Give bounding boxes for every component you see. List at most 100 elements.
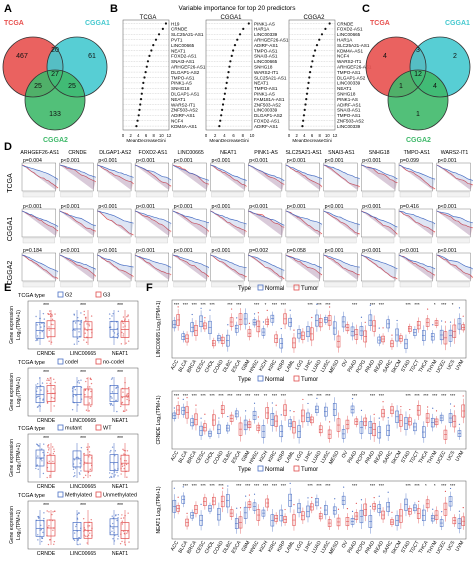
expression-jitter-point	[72, 538, 75, 540]
survival-curve	[210, 254, 247, 278]
pancancer-outlier	[200, 503, 202, 505]
survival-gene-header: CRNDE	[68, 150, 87, 156]
survival-ci-band	[285, 165, 322, 190]
survival-plot	[172, 252, 210, 288]
expression-jitter-point	[119, 543, 122, 545]
survival-plot	[436, 208, 473, 244]
survival-ci-band	[210, 165, 247, 190]
expression-ylabel-2: Log₂(TPM+1)	[16, 443, 22, 473]
pancancer-outlier	[449, 321, 452, 323]
survival-ci-band	[285, 211, 322, 236]
pancancer-significance: ***	[218, 393, 224, 398]
survival-ci-band	[210, 255, 247, 280]
pancancer-outlier	[227, 324, 229, 326]
importance-gene-label: WARS2-IT1	[171, 102, 196, 107]
pancancer-significance: ***	[209, 302, 215, 307]
panel-a: A TCGA CGGA1 CGGA2 467 61 133 20 25 25 2…	[2, 3, 110, 144]
survival-gene-header: ARHGEF26-AS1	[20, 150, 59, 156]
expression-jitter-point	[84, 535, 87, 537]
expression-jitter-point	[109, 404, 112, 406]
survival-ci-band	[210, 211, 247, 236]
pancancer-significance: ***	[450, 393, 456, 398]
expression-jitter-point	[85, 341, 88, 344]
importance-gene-label: FOXD2-AS1	[171, 54, 197, 59]
expression-jitter-point	[52, 446, 54, 448]
expression-jitter-point	[114, 468, 116, 471]
importance-gene-label: DLGAP1-AS2	[171, 70, 200, 75]
pancancer-significance: ***	[183, 483, 189, 488]
expression-jitter-point	[52, 323, 54, 326]
pancancer-outlier	[458, 510, 461, 512]
pancancer-significance: ***	[307, 483, 313, 488]
importance-point	[304, 103, 307, 106]
expression-jitter-point	[79, 467, 81, 469]
survival-ci-band	[22, 211, 59, 236]
importance-tick-label: 4	[223, 133, 226, 138]
expression-ylabel-2: Log₂(TPM+1)	[16, 510, 22, 540]
pancancer-outlier	[236, 317, 238, 319]
survival-risk-table	[135, 281, 168, 288]
survival-ci-band	[285, 165, 322, 190]
survival-plot-frame	[59, 208, 94, 238]
importance-point	[224, 87, 227, 90]
importance-gene-label: NCF4	[337, 54, 349, 59]
expression-jitter-point	[74, 322, 77, 324]
importance-gene-label: ADIRF-AS1	[171, 113, 195, 118]
survival-ci-band	[361, 165, 398, 190]
survival-curve	[97, 164, 134, 178]
survival-curve	[248, 164, 285, 182]
expression-jitter-point	[121, 401, 124, 404]
expression-significance: ***	[43, 503, 49, 509]
venn-c-only2: 2	[453, 53, 457, 60]
pancancer-cancer-label: UCS	[446, 539, 457, 552]
pancancer-outlier	[311, 496, 313, 499]
expression-jitter-point	[125, 463, 128, 466]
survival-curve	[97, 254, 134, 277]
expression-jitter-point	[83, 310, 85, 313]
importance-point	[301, 125, 304, 128]
pancancer-outlier	[245, 495, 247, 497]
survival-risk-table	[211, 237, 244, 244]
importance-gene-label: SNAI3-AS1	[171, 59, 195, 64]
expression-jitter-point	[48, 326, 50, 328]
pancancer-significance: ***	[281, 302, 287, 307]
expression-jitter-point	[125, 460, 127, 462]
importance-gene-label: NEAT1	[337, 86, 352, 91]
survival-pvalue: p<0.001	[249, 158, 268, 164]
survival-curve	[134, 254, 172, 268]
pancancer-outlier	[218, 417, 220, 419]
expression-significance: ***	[80, 303, 86, 309]
survival-plot-frame	[21, 252, 56, 282]
pancancer-cancer-label: UVM	[455, 359, 466, 372]
survival-plot-frame	[323, 208, 358, 238]
expression-jitter-point	[53, 543, 55, 546]
expression-jitter-point	[111, 446, 114, 448]
survival-plot	[172, 208, 210, 244]
expression-jitter-point	[120, 343, 123, 345]
pancancer-outlier	[289, 482, 291, 485]
importance-point	[141, 87, 144, 90]
panel-d: D ARHGEF26-AS1 CRNDE DLGAP1-AS2 FOXD2-AS1 LI…	[4, 141, 474, 288]
expression-significance: ***	[117, 370, 123, 376]
pancancer-cancer-label: UCS	[446, 358, 457, 371]
expression-jitter-point	[77, 543, 79, 546]
survival-ci-band	[248, 165, 285, 190]
expression-jitter-point	[80, 312, 82, 314]
survival-ci-band	[285, 255, 322, 280]
importance-gene-label: SNAI3-AS1	[254, 54, 278, 59]
expression-jitter-point	[84, 393, 86, 396]
importance-gene-label: HAR1A	[337, 38, 353, 43]
expression-legend-swatch	[95, 291, 102, 298]
pancancer-outlier	[204, 413, 206, 415]
pancancer-outlier	[462, 395, 464, 397]
survival-pvalue: p<0.001	[438, 248, 457, 254]
survival-ci-band	[285, 211, 322, 236]
venn-a-abc: 27	[51, 71, 59, 78]
survival-plot	[134, 162, 172, 198]
pancancer-outlier	[253, 402, 256, 404]
importance-point	[229, 60, 232, 63]
expression-jitter-point	[109, 476, 111, 479]
survival-ci-band	[59, 165, 96, 190]
survival-risk-table	[135, 191, 168, 198]
pancancer-legend-swatch	[257, 284, 264, 291]
